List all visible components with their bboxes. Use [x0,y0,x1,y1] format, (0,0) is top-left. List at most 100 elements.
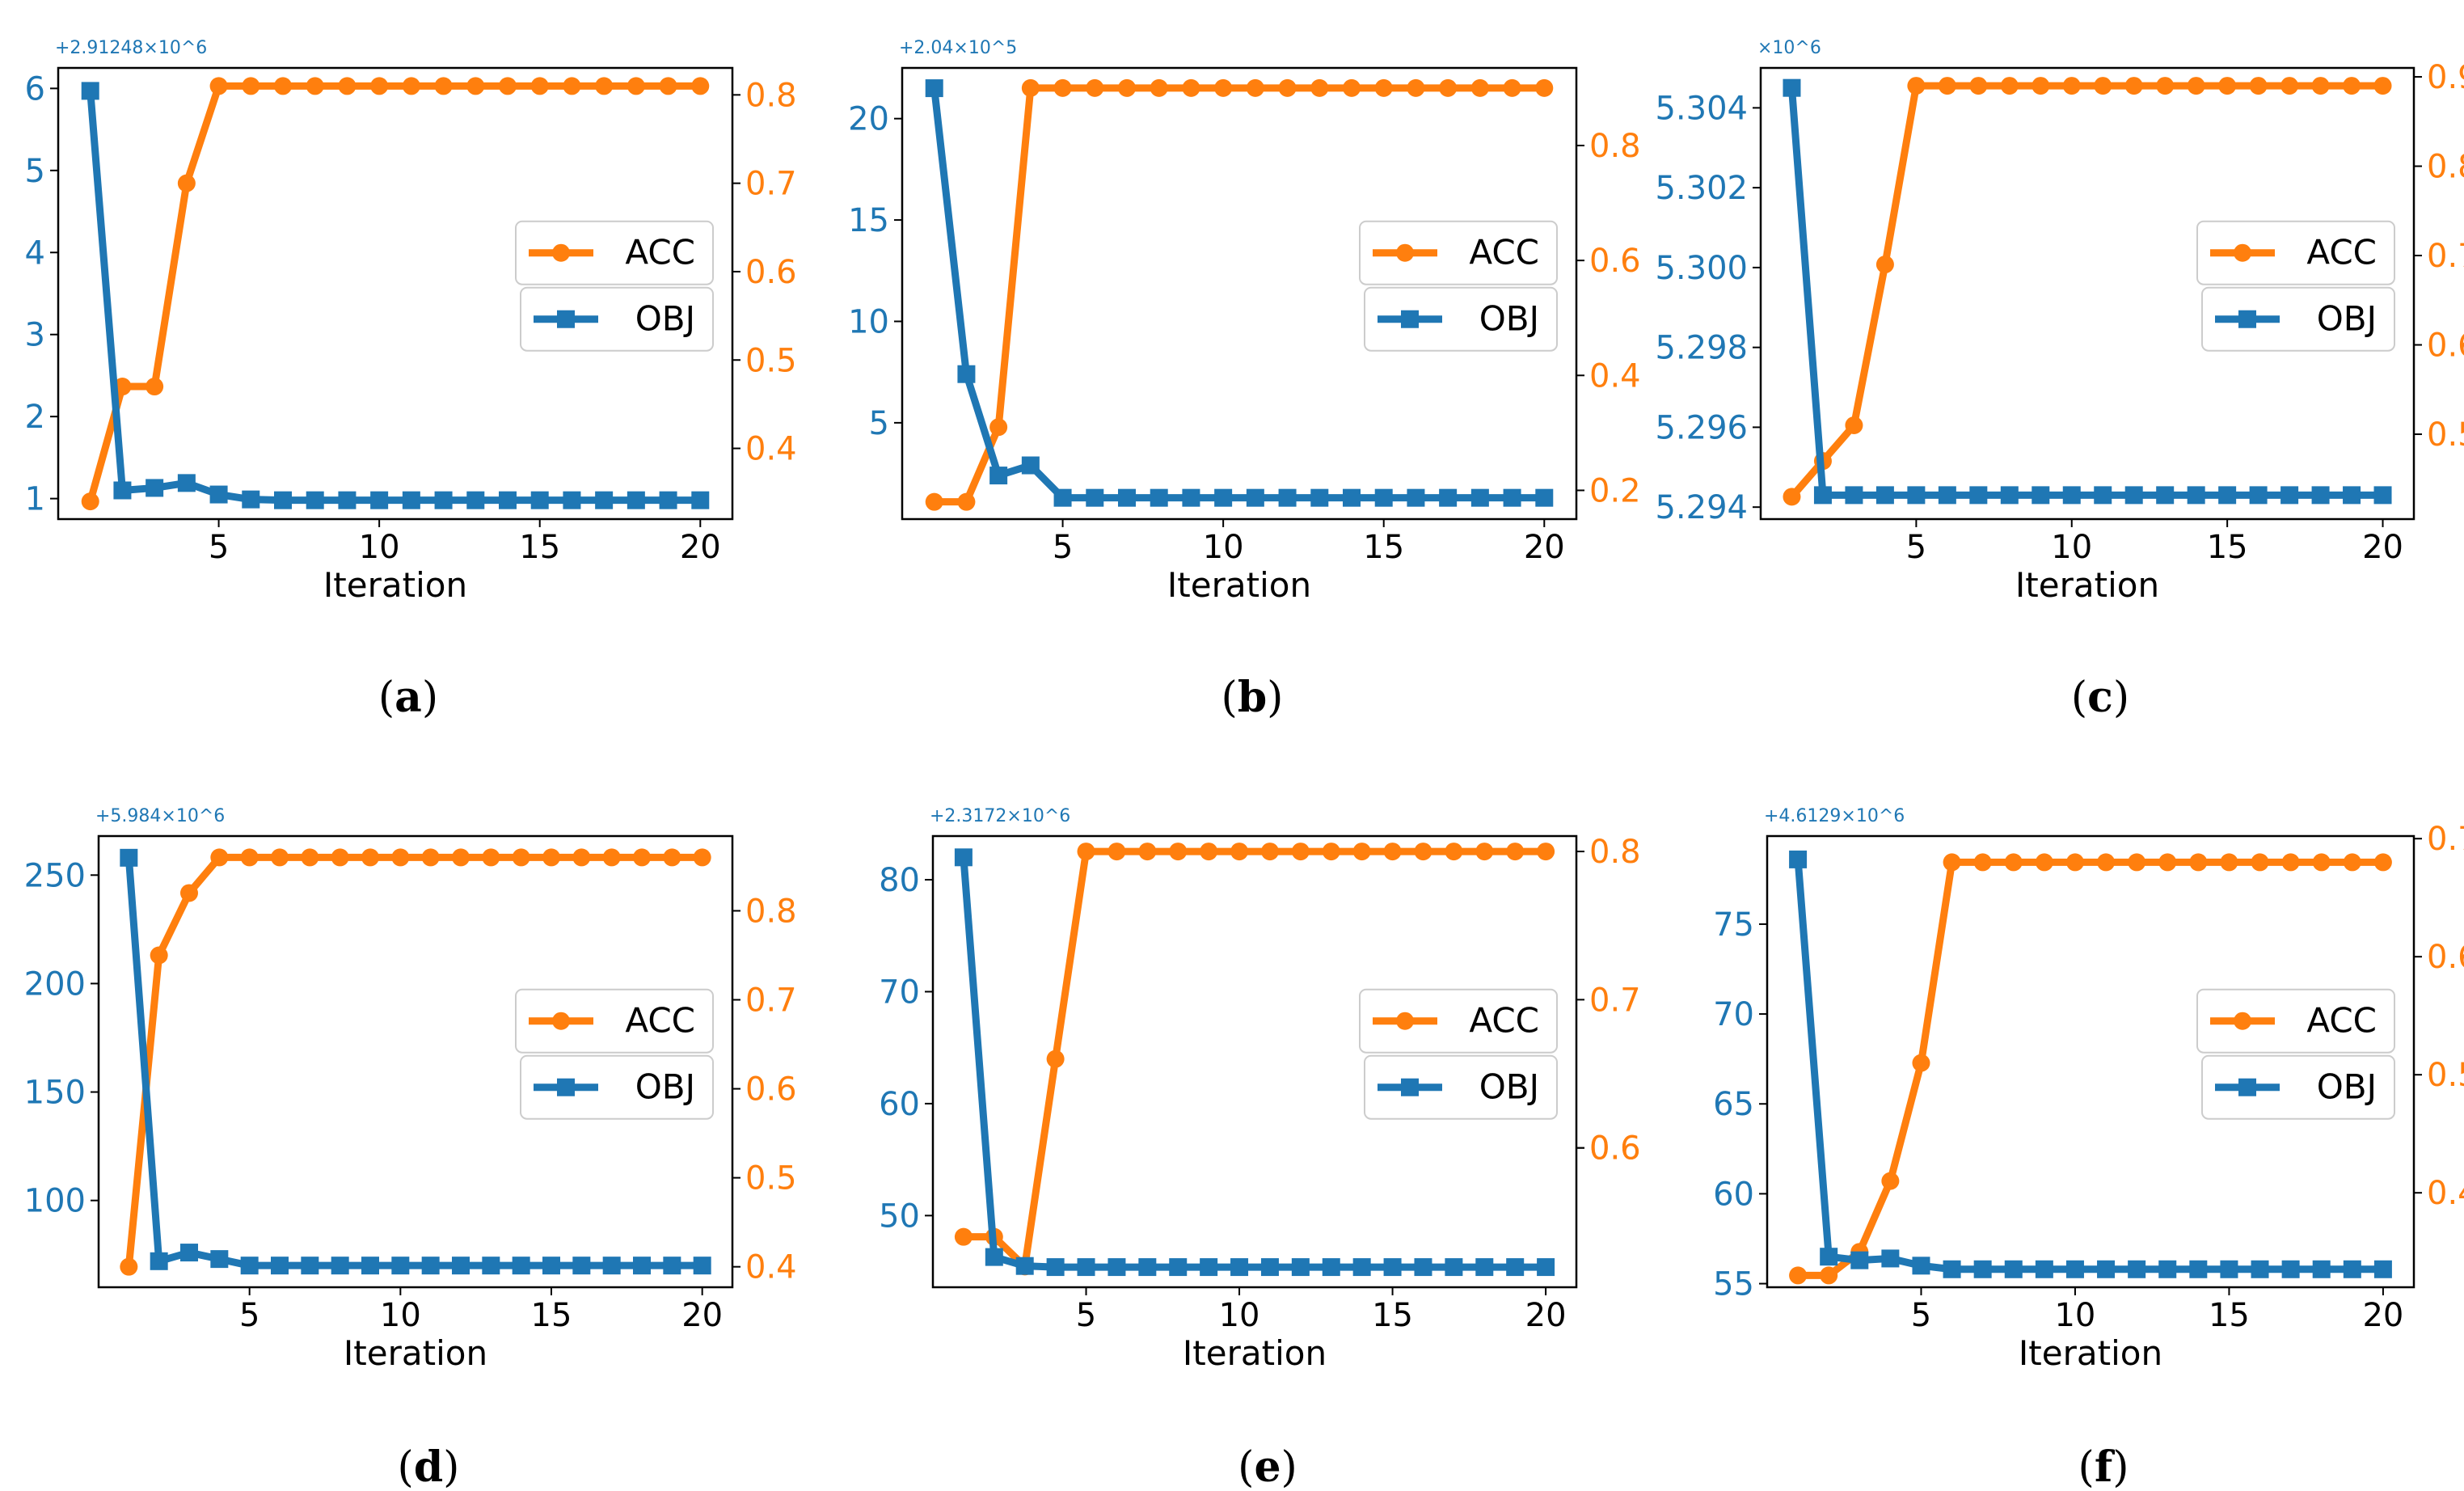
legend-marker-square [557,1078,575,1096]
legend-marker-square [2238,310,2256,328]
acc-point [1086,78,1104,97]
acc-point [1169,843,1188,861]
acc-point [2343,77,2361,95]
obj-point [595,491,614,509]
obj-point [985,1248,1003,1266]
acc-point [512,848,530,867]
acc-point [81,492,99,511]
obj-point [1077,1258,1095,1277]
obj-point [1813,486,1832,505]
legend-box [520,1054,714,1120]
legend-label: OBJ [635,1067,695,1107]
acc-point [2343,853,2361,872]
plot-frame [1766,834,2415,1289]
caption-letter: d [414,1442,443,1491]
chart-panel-c: 5 10 15 20 Iteration 5.294 5.296 5.298 5.300 5.30… [1655,38,2464,722]
right-tick-label: 0.8 [1589,128,1641,165]
obj-point [482,1257,500,1275]
legend-label: ACC [625,1001,695,1041]
legend-marker-square [1401,310,1419,328]
acc-point [2097,853,2116,872]
left-tick-label: 5.304 [1655,90,1748,127]
legend-marker-circle [1396,243,1414,262]
x-tick-label: 10 [380,1297,421,1334]
obj-point [1875,486,1894,505]
acc-point [2187,77,2205,95]
left-tick-label: 10 [848,303,889,340]
left-tick-label: 20 [848,101,889,138]
acc-point [2280,77,2299,95]
x-axis-label: Iteration [1167,565,1311,605]
acc-point [1907,77,1926,95]
acc-point [1108,843,1126,861]
obj-point [1938,486,1956,505]
legend-box [2201,1054,2395,1120]
acc-point [2158,853,2177,872]
left-tick-label: 5.302 [1655,170,1748,207]
obj-point [370,491,389,509]
legend-marker-circle [552,1012,570,1030]
obj-point [391,1257,410,1275]
x-tick-label: 5 [1076,1297,1096,1334]
obj-point [120,848,138,867]
obj-point [1169,1258,1188,1277]
obj-point [1881,1249,1900,1268]
offset-label: +5.984×10^6 [95,806,225,826]
legend-box [1359,220,1558,285]
acc-point [2004,853,2023,872]
acc-point [1969,77,1988,95]
obj-point [1845,486,1863,505]
right-tick-label: 0.6 [745,254,797,291]
acc-point [2249,77,2268,95]
obj-point [1820,1248,1838,1266]
acc-point [1943,853,1961,872]
acc-point [602,848,621,867]
acc-point [925,492,943,511]
obj-point [1969,486,1988,505]
obj-point [2097,1260,2116,1278]
legend-label: OBJ [2317,299,2377,339]
left-tick-label: 60 [879,1086,920,1123]
obj-point [1414,1258,1432,1277]
x-tick-label: 10 [1203,529,1244,566]
obj-point [2124,486,2143,505]
left-tick-label: 5.294 [1655,489,1748,526]
obj-point [572,1257,591,1275]
obj-point [1230,1258,1249,1277]
acc-point [530,77,549,95]
obj-point [602,1257,621,1275]
left-tick-label: 250 [24,857,86,894]
obj-point [1783,78,1801,97]
legend-marker-square [1401,1078,1419,1096]
acc-point [361,848,379,867]
legend-entry-acc: ACC [515,988,714,1054]
legend-label: OBJ [635,299,695,339]
acc-point [1246,78,1264,97]
acc-point [989,418,1008,437]
obj-point [1503,488,1521,507]
acc-point [2094,77,2112,95]
acc-point [595,77,614,95]
acc-point [1182,78,1200,97]
offset-label: +2.3172×10^6 [930,806,1070,826]
x-tick-label: 15 [519,529,560,566]
legend-box [2196,220,2395,285]
acc-point [1374,78,1393,97]
obj-point [1214,488,1233,507]
acc-point [2189,853,2208,872]
obj-point [633,1257,651,1275]
obj-point [2128,1260,2146,1278]
legend-box [1359,988,1558,1054]
obj-point [2249,486,2268,505]
legend-box [2196,988,2395,1054]
acc-point [1938,77,1956,95]
acc-point [2032,77,2050,95]
obj-point [1470,488,1489,507]
left-tick-label: 65 [1713,1086,1754,1123]
obj-point [361,1257,379,1275]
acc-point [1912,1054,1930,1072]
caption-letter: b [1238,673,1267,722]
right-tick-label: 0.7 [745,982,797,1020]
chart-panel-d: 5 10 15 20 Iteration 100 150 200 250 0.4 0.5 0.6 0.7… [24,806,797,1491]
left-tick-label: 15 [848,202,889,239]
